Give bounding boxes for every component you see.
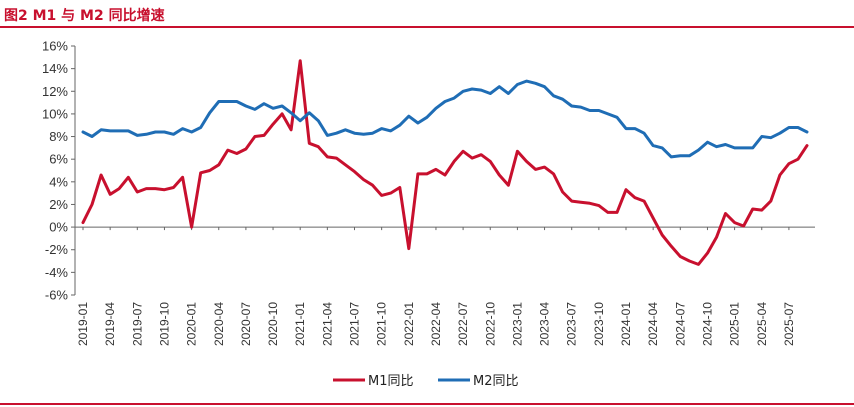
x-tick-label: 2023-07 <box>565 302 579 346</box>
x-tick-label: 2019-01 <box>76 302 90 346</box>
title-divider <box>0 26 854 28</box>
x-tick-label: 2023-10 <box>592 302 606 346</box>
x-tick-label: 2021-01 <box>293 302 307 346</box>
x-tick-label: 2019-04 <box>103 302 117 346</box>
y-tick-label: -2% <box>45 242 69 257</box>
x-tick-label: 2024-01 <box>619 302 633 346</box>
y-tick-label: 8% <box>49 129 68 144</box>
y-tick-label: 12% <box>42 84 68 99</box>
legend-label-m2: M2同比 <box>473 374 519 389</box>
y-tick-label: 10% <box>42 106 68 121</box>
y-tick-label: -4% <box>45 265 69 280</box>
x-tick-label: 2019-10 <box>157 302 171 346</box>
x-tick-label: 2024-04 <box>646 302 660 346</box>
x-tick-label: 2024-10 <box>700 302 714 346</box>
x-tick-label: 2020-04 <box>212 302 226 346</box>
y-tick-label: 2% <box>49 197 68 212</box>
x-tick-label: 2022-01 <box>402 302 416 346</box>
x-tick-label: 2023-01 <box>510 302 524 346</box>
y-tick-label: 0% <box>49 220 68 235</box>
m2-series-line <box>81 79 809 159</box>
y-tick-label: 14% <box>42 61 68 76</box>
bottom-divider <box>0 403 854 405</box>
x-tick-label: 2020-01 <box>185 302 199 346</box>
x-tick-label: 2020-07 <box>239 302 253 346</box>
x-tick-label: 2022-04 <box>429 302 443 346</box>
m1-series-line <box>81 59 809 266</box>
x-tick-label: 2023-04 <box>538 302 552 346</box>
figure-title: 图2 M1 与 M2 同比增速 <box>4 8 165 24</box>
x-tick-label: 2025-01 <box>728 302 742 346</box>
x-tick-label: 2021-10 <box>375 302 389 346</box>
legend: M1同比 M2同比 <box>333 374 519 389</box>
x-tick-label: 2021-07 <box>348 302 362 346</box>
x-tick-label: 2019-07 <box>130 302 144 346</box>
x-tick-label: 2024-07 <box>673 302 687 346</box>
y-tick-label: 16% <box>42 39 68 54</box>
series-layer <box>81 59 809 266</box>
y-tick-label: 4% <box>49 174 68 189</box>
legend-label-m1: M1同比 <box>368 374 414 389</box>
x-tick-label: 2021-04 <box>320 302 334 346</box>
x-tick-label: 2025-07 <box>782 302 796 346</box>
x-tick-label: 2020-10 <box>266 302 280 346</box>
x-tick-label: 2022-07 <box>456 302 470 346</box>
x-axis: 2019-01 2019-04 2019-07 2019-10 2020-01 2020-… <box>75 226 815 346</box>
y-tick-label: -6% <box>45 288 69 303</box>
y-tick-label: 6% <box>49 152 68 167</box>
x-tick-label: 2025-04 <box>755 302 769 346</box>
x-tick-label: 2022-10 <box>483 302 497 346</box>
y-axis: 16% 14% 12% 10% 8% 6% 4% 2% 0% -2% -4% -6% <box>42 39 76 303</box>
